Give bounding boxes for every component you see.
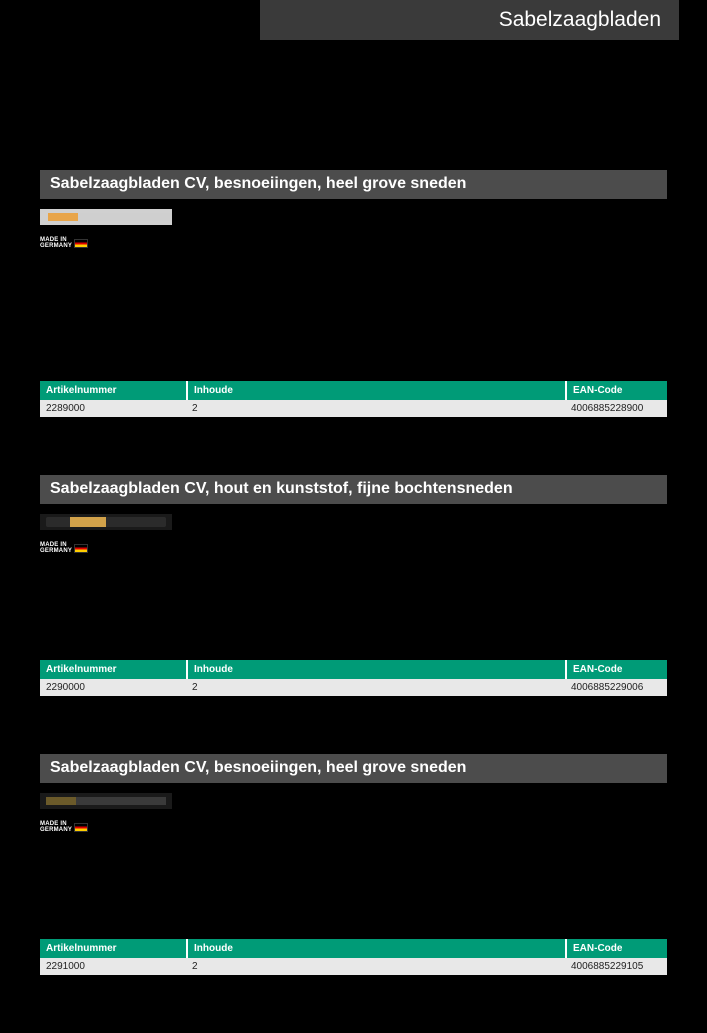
cell-content: 2	[186, 400, 565, 417]
section-title: Sabelzaagbladen CV, besnoeiingen, heel g…	[40, 170, 667, 199]
made-in-germany-label: MADE IN GERMANY	[40, 542, 72, 554]
table-row: 2290000 2 4006885229006	[40, 679, 667, 696]
product-blade-image	[40, 514, 172, 530]
table-header-ean: EAN-Code	[565, 381, 667, 400]
cell-content: 2	[186, 958, 565, 975]
cell-article: 2291000	[40, 958, 186, 975]
table-header-row: Artikelnummer Inhoude EAN-Code	[40, 660, 667, 679]
product-table: Artikelnummer Inhoude EAN-Code 2289000 2…	[40, 381, 667, 417]
product-section: Sabelzaagbladen CV, besnoeiingen, heel g…	[40, 754, 667, 975]
germany-flag-icon	[74, 544, 88, 553]
cell-ean: 4006885229006	[565, 679, 667, 696]
table-header-row: Artikelnummer Inhoude EAN-Code	[40, 381, 667, 400]
cell-article: 2289000	[40, 400, 186, 417]
cell-content: 2	[186, 679, 565, 696]
germany-flag-icon	[74, 239, 88, 248]
table-header-ean: EAN-Code	[565, 939, 667, 958]
product-section: Sabelzaagbladen CV, besnoeiingen, heel g…	[40, 170, 667, 417]
table-row: 2291000 2 4006885229105	[40, 958, 667, 975]
page-header-title: Sabelzaagbladen	[499, 8, 661, 32]
table-header-row: Artikelnummer Inhoude EAN-Code	[40, 939, 667, 958]
table-header-content: Inhoude	[186, 660, 565, 679]
product-section: Sabelzaagbladen CV, hout en kunststof, f…	[40, 475, 667, 696]
page-header-banner: Sabelzaagbladen	[260, 0, 679, 40]
made-in-germany-label: MADE IN GERMANY	[40, 237, 72, 249]
germany-flag-icon	[74, 823, 88, 832]
cell-ean: 4006885229105	[565, 958, 667, 975]
table-row: 2289000 2 4006885228900	[40, 400, 667, 417]
cell-ean: 4006885228900	[565, 400, 667, 417]
table-header-content: Inhoude	[186, 381, 565, 400]
origin-badge: MADE IN GERMANY	[40, 237, 667, 249]
section-title: Sabelzaagbladen CV, besnoeiingen, heel g…	[40, 754, 667, 783]
table-header-article: Artikelnummer	[40, 939, 186, 958]
table-header-article: Artikelnummer	[40, 381, 186, 400]
origin-badge: MADE IN GERMANY	[40, 542, 667, 554]
product-table: Artikelnummer Inhoude EAN-Code 2291000 2…	[40, 939, 667, 975]
table-header-article: Artikelnummer	[40, 660, 186, 679]
product-table: Artikelnummer Inhoude EAN-Code 2290000 2…	[40, 660, 667, 696]
cell-article: 2290000	[40, 679, 186, 696]
product-blade-image	[40, 793, 172, 809]
table-header-content: Inhoude	[186, 939, 565, 958]
origin-badge: MADE IN GERMANY	[40, 821, 667, 833]
made-in-germany-label: MADE IN GERMANY	[40, 821, 72, 833]
page-content: Sabelzaagbladen CV, besnoeiingen, heel g…	[40, 170, 667, 1033]
section-title: Sabelzaagbladen CV, hout en kunststof, f…	[40, 475, 667, 504]
product-blade-image	[40, 209, 172, 225]
table-header-ean: EAN-Code	[565, 660, 667, 679]
